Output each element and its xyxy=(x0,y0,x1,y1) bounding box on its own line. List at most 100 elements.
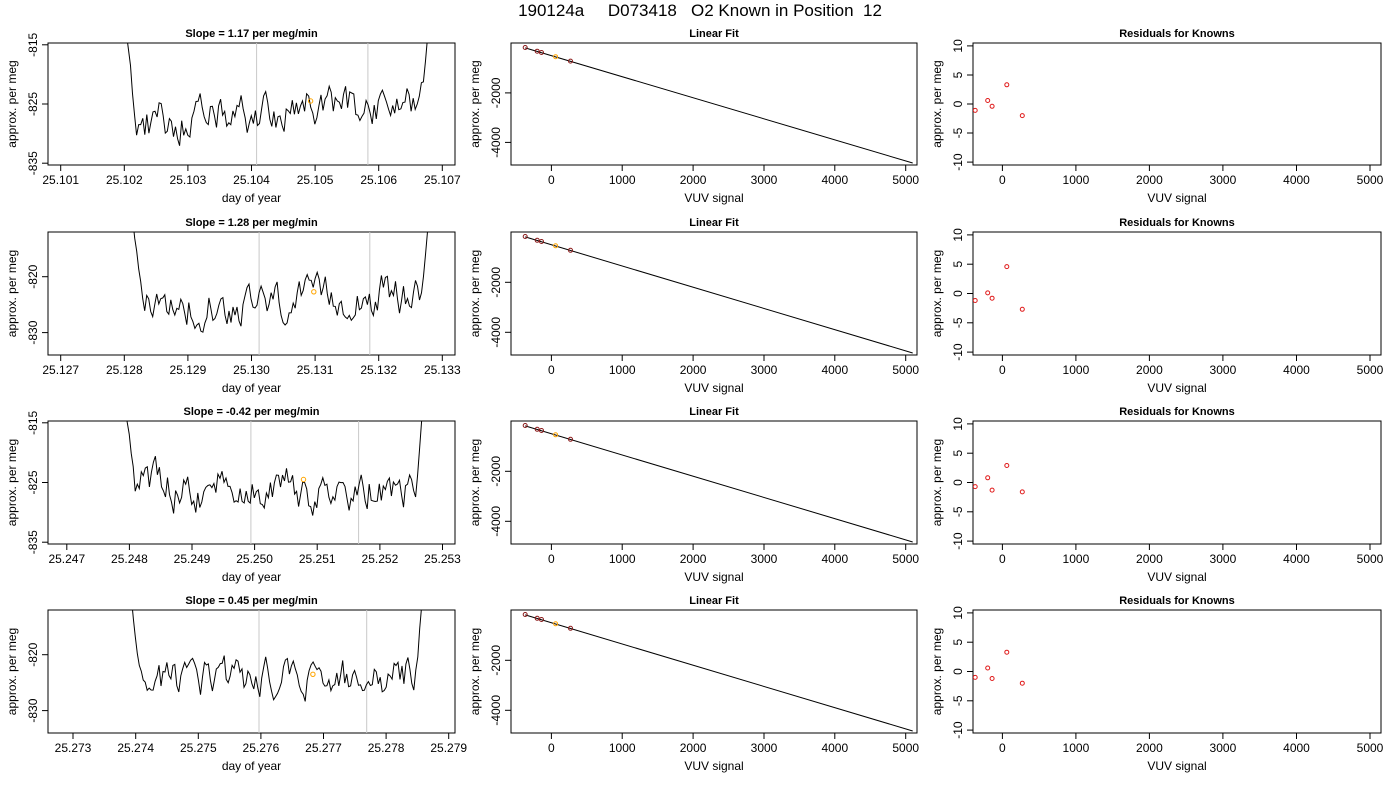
y-tick-label: -830 xyxy=(26,320,40,344)
x-tick-label: 25.247 xyxy=(48,552,85,566)
y-tick-label: -815 xyxy=(26,32,40,56)
marker-point xyxy=(300,476,307,483)
residual-point xyxy=(1004,264,1010,270)
y-tick-label: 5 xyxy=(951,639,965,646)
residual-point xyxy=(989,295,995,301)
highlight-point xyxy=(553,621,559,627)
x-tick-label: 5000 xyxy=(892,173,919,187)
y-tick-label: -2000 xyxy=(489,645,503,676)
x-tick-label: 2000 xyxy=(680,741,707,755)
plot-frame xyxy=(510,42,918,166)
x-tick-label: 25.249 xyxy=(174,552,211,566)
y-axis-label: approx. per meg xyxy=(5,250,19,337)
fit-line xyxy=(525,47,913,164)
x-tick-label: 25.277 xyxy=(305,741,342,755)
known-point xyxy=(539,50,544,55)
y-axis-label: approx. per meg xyxy=(468,60,482,147)
x-tick-label: 1000 xyxy=(1063,741,1090,755)
x-tick-label: 3000 xyxy=(751,741,778,755)
known-point xyxy=(534,426,540,432)
fit-line xyxy=(525,236,913,354)
data-area xyxy=(973,82,1025,119)
marker-point xyxy=(310,671,316,677)
data-area xyxy=(973,264,1025,312)
residual-point xyxy=(985,475,991,481)
x-tick-label: 4000 xyxy=(821,363,848,377)
panel-resid-3: Residuals for Knowns 0 1000 2000 3000 4000 500… xyxy=(930,406,1384,584)
x-tick-label: 25.106 xyxy=(360,173,397,187)
y-tick-label: -10 xyxy=(951,532,965,550)
x-tick-label: 2000 xyxy=(680,552,707,566)
x-tick-label: 2000 xyxy=(680,363,707,377)
y-tick-label: -825 xyxy=(26,470,40,494)
y-tick-label: -2000 xyxy=(489,267,503,298)
x-axis-label: day of year xyxy=(222,570,281,584)
panel-title: Linear Fit xyxy=(689,28,739,40)
x-axis-label: day of year xyxy=(222,759,281,773)
x-tick-label: 25.273 xyxy=(55,741,92,755)
plot-frame xyxy=(47,609,456,734)
residual-point xyxy=(989,487,995,493)
x-tick-label: 25.252 xyxy=(362,552,399,566)
residual-point xyxy=(1019,113,1025,119)
x-tick-label: 3000 xyxy=(1210,552,1237,566)
trace-line xyxy=(132,610,422,702)
data-area xyxy=(126,421,423,544)
y-axis-label: approx. per meg xyxy=(5,439,19,526)
x-tick-label: 25.253 xyxy=(424,552,461,566)
known-point xyxy=(539,239,544,244)
panel-time-4: Slope = 0.45 per meg/min 25.273 25.274 25.2… xyxy=(5,595,467,773)
x-tick-label: 5000 xyxy=(1357,173,1384,187)
known-point xyxy=(539,428,544,433)
panel-title: Residuals for Knowns xyxy=(1119,406,1235,418)
x-tick-label: 25.132 xyxy=(360,363,397,377)
x-tick-label: 25.107 xyxy=(424,173,461,187)
plot-frame xyxy=(510,420,918,545)
x-tick-label: 0 xyxy=(548,173,555,187)
x-axis-label: VUV signal xyxy=(684,570,743,584)
x-tick-label: 0 xyxy=(999,363,1006,377)
x-tick-label: 25.105 xyxy=(297,173,334,187)
panel-title: Slope = 1.28 per meg/min xyxy=(185,217,318,229)
plot-frame xyxy=(47,42,456,166)
x-tick-label: 25.130 xyxy=(233,363,270,377)
y-tick-label: -815 xyxy=(26,410,40,434)
x-tick-label: 3000 xyxy=(1210,363,1237,377)
panel-resid-1: Residuals for Knowns 0 1000 2000 3000 4000 500… xyxy=(930,28,1384,205)
x-tick-label: 1000 xyxy=(609,552,636,566)
plot-frame xyxy=(972,609,1382,734)
x-axis-label: VUV signal xyxy=(684,759,743,773)
panel-title: Slope = 0.45 per meg/min xyxy=(185,595,318,607)
trace-line xyxy=(127,43,428,146)
known-point xyxy=(568,58,573,64)
y-axis-label: approx. per meg xyxy=(468,439,482,526)
residual-point xyxy=(973,107,978,113)
x-tick-label: 3000 xyxy=(1210,173,1237,187)
x-tick-label: 3000 xyxy=(1210,741,1237,755)
known-point xyxy=(568,625,573,631)
residual-point xyxy=(1019,489,1025,495)
known-point xyxy=(522,234,528,239)
x-tick-label: 0 xyxy=(548,552,555,566)
x-tick-label: 25.276 xyxy=(243,741,280,755)
x-tick-label: 5000 xyxy=(1357,741,1384,755)
x-tick-label: 2000 xyxy=(1136,363,1163,377)
x-axis-label: VUV signal xyxy=(1147,570,1206,584)
x-tick-label: 25.102 xyxy=(106,173,143,187)
residual-point xyxy=(973,674,978,680)
known-point xyxy=(534,237,540,243)
y-axis-label: approx. per meg xyxy=(5,60,19,147)
x-tick-label: 2000 xyxy=(1136,552,1163,566)
y-tick-label: -4000 xyxy=(489,695,503,726)
y-axis-label: approx. per meg xyxy=(468,250,482,337)
y-tick-label: -10 xyxy=(951,721,965,739)
x-tick-label: 25.279 xyxy=(430,741,467,755)
panel-fit-2: Linear Fit 0 1000 2000 3000 4000 5000 -2000 -400… xyxy=(468,217,919,395)
x-tick-label: 1000 xyxy=(1063,552,1090,566)
plot-frame xyxy=(972,231,1382,356)
x-tick-label: 25.133 xyxy=(424,363,461,377)
x-tick-label: 4000 xyxy=(821,741,848,755)
residual-point xyxy=(985,290,991,296)
y-tick-label: -4000 xyxy=(489,317,503,348)
